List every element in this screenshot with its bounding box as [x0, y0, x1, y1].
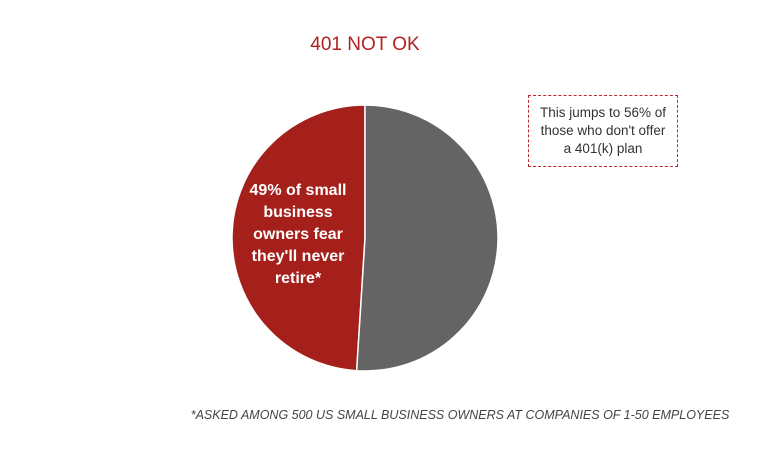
footnote: *ASKED AMONG 500 US SMALL BUSINESS OWNER… [190, 408, 730, 422]
pie-slice [355, 104, 499, 372]
pie-slice [231, 104, 366, 372]
chart-title: 401 NOT OK [310, 34, 420, 55]
annotation: This jumps to 56% of those who don't off… [528, 95, 678, 167]
data-label: 49% of small business owners fear they'l… [249, 182, 347, 287]
